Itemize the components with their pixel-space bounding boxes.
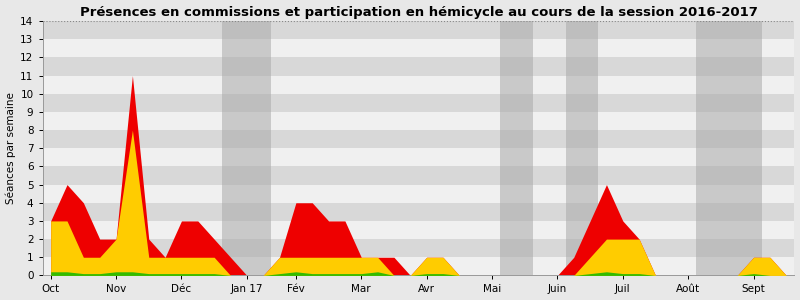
Bar	[42, 130, 794, 148]
Bar	[500, 21, 533, 275]
Bar	[42, 76, 794, 94]
Bar	[42, 148, 794, 166]
Bar	[42, 239, 794, 257]
Bar	[566, 21, 598, 275]
Bar	[696, 21, 762, 275]
Bar	[42, 39, 794, 57]
Bar	[222, 21, 271, 275]
Bar	[42, 112, 794, 130]
Bar	[42, 57, 794, 76]
Bar	[42, 203, 794, 221]
Y-axis label: Séances par semaine: Séances par semaine	[6, 92, 16, 204]
Bar	[42, 167, 794, 184]
Title: Présences en commissions et participation en hémicycle au cours de la session 20: Présences en commissions et participatio…	[79, 6, 758, 19]
Bar	[42, 257, 794, 275]
Bar	[42, 94, 794, 112]
Bar	[42, 184, 794, 203]
Bar	[42, 221, 794, 239]
Bar	[42, 21, 794, 39]
